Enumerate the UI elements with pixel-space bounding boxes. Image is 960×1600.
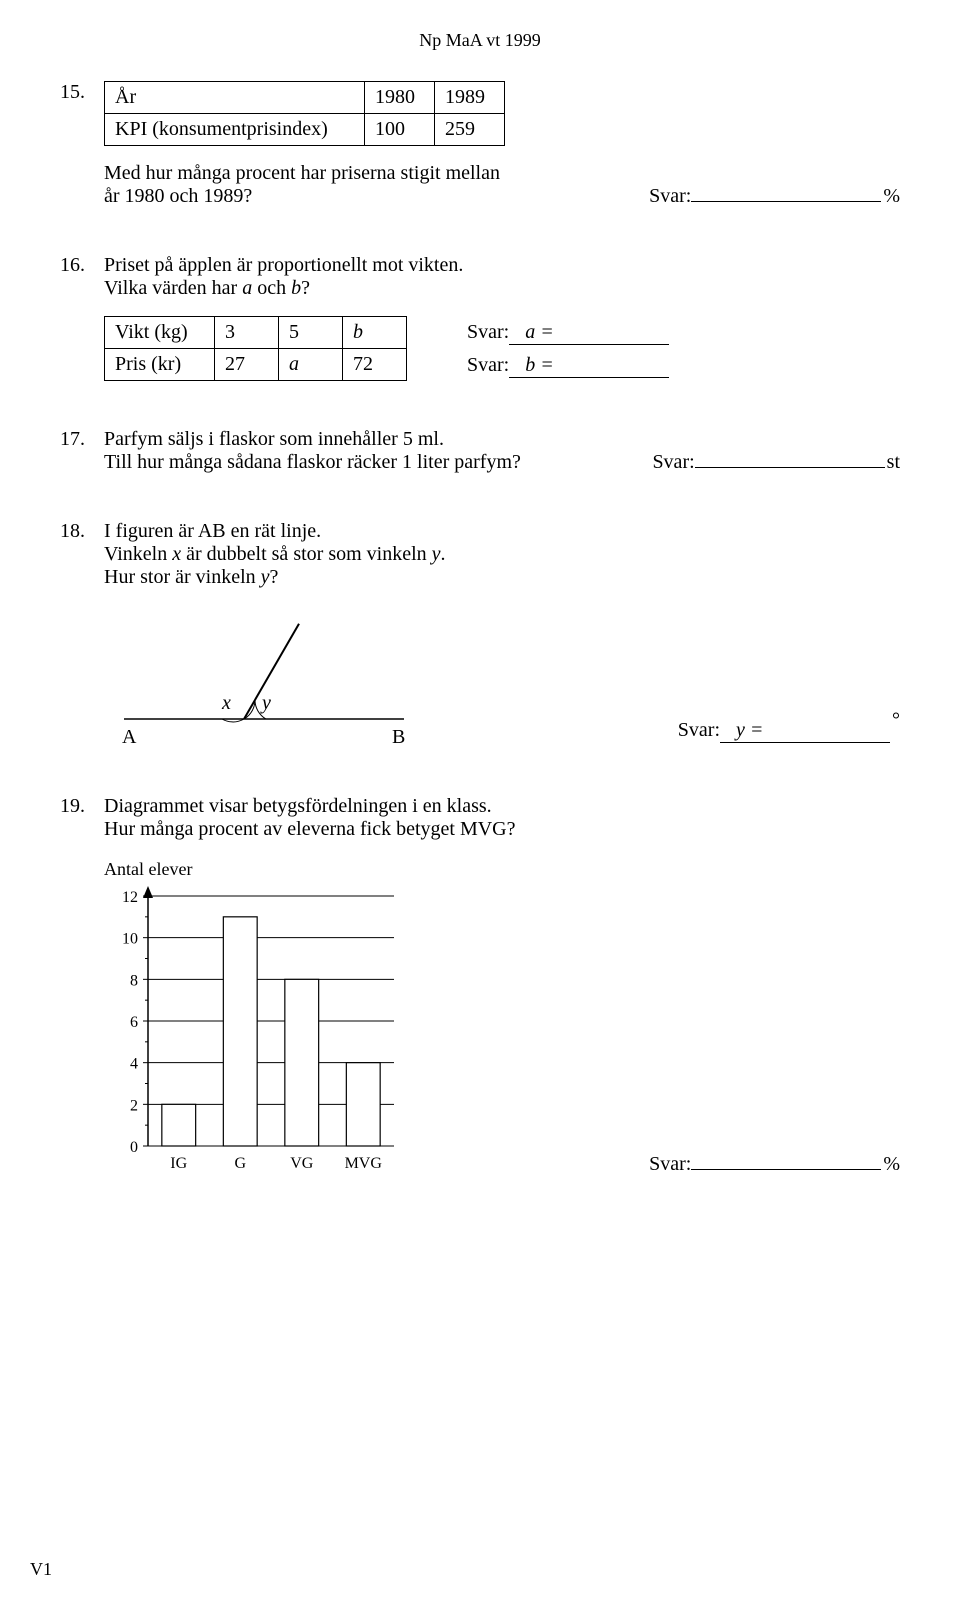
svg-text:B: B [392, 726, 405, 748]
table-cell: 3 [215, 317, 279, 349]
q16-table: Vikt (kg)35b Pris (kr)27a72 [104, 316, 407, 381]
q16-answer-a: Svar:a = [467, 316, 669, 349]
answer-unit: % [883, 1153, 900, 1176]
table-cell: Vikt (kg) [105, 317, 215, 349]
svg-text:2: 2 [130, 1097, 138, 1114]
q17-text-2: Till hur många sådana flaskor räcker 1 l… [104, 451, 521, 474]
svg-text:6: 6 [130, 1014, 138, 1031]
bar [223, 917, 257, 1146]
q18-text-1: I figuren är AB en rät linje. [104, 520, 900, 543]
svg-text:12: 12 [122, 889, 138, 906]
question-number: 17. [60, 428, 104, 451]
table-cell: 100 [365, 114, 435, 146]
svg-text:0: 0 [130, 1139, 138, 1156]
svg-text:8: 8 [130, 972, 138, 989]
bar [285, 979, 319, 1146]
question-number: 19. [60, 795, 104, 818]
question-16: 16. Priset på äpplen är proportionellt m… [60, 254, 900, 382]
table-cell: 1989 [435, 82, 505, 114]
q15-text-2: år 1980 och 1989? [104, 185, 252, 208]
table-cell: 259 [435, 114, 505, 146]
svg-text:A: A [122, 726, 137, 748]
q15-answer: Svar:% [649, 185, 900, 208]
page-header: Np MaA vt 1999 [60, 30, 900, 51]
svg-text:MVG: MVG [345, 1155, 383, 1172]
question-17: 17. Parfym säljs i flaskor som innehålle… [60, 428, 900, 474]
svg-text:VG: VG [290, 1155, 314, 1172]
grade-bar-chart: 0 2 4 6 8 10 12 IG G VG MVG [104, 886, 404, 1176]
question-19: 19. Diagrammet visar betygsfördelningen … [60, 795, 900, 1182]
svg-text:y: y [260, 692, 271, 714]
table-cell: 1980 [365, 82, 435, 114]
q16-text-1: Priset på äpplen är proportionellt mot v… [104, 254, 900, 277]
answer-label: Svar: [649, 185, 691, 207]
q15-table: År19801989 KPI (konsumentprisindex)100259 [104, 81, 505, 146]
q18-text-2: Vinkeln x är dubbelt så stor som vinkeln… [104, 543, 900, 566]
svg-text:10: 10 [122, 931, 138, 948]
answer-label: Svar: [467, 321, 509, 344]
question-number: 18. [60, 520, 104, 543]
table-cell: 27 [215, 349, 279, 381]
q17-text-1: Parfym säljs i flaskor som innehåller 5 … [104, 428, 900, 451]
table-cell: Pris (kr) [105, 349, 215, 381]
bar [162, 1104, 196, 1146]
q17-answer: Svar: st [652, 451, 900, 474]
q19-text-2: Hur många procent av eleverna fick betyg… [104, 818, 900, 841]
q18-text-3: Hur stor är vinkeln y? [104, 566, 900, 589]
question-18: 18. I figuren är AB en rät linje. Vinkel… [60, 520, 900, 749]
q16-text-2: Vilka värden har a och b? [104, 277, 900, 300]
table-cell: 5 [279, 317, 343, 349]
answer-label: Svar: [678, 719, 720, 741]
table-cell: b [343, 317, 407, 349]
answer-label: Svar: [649, 1153, 691, 1175]
svg-text:x: x [221, 692, 231, 714]
svg-text:IG: IG [170, 1155, 187, 1172]
question-number: 16. [60, 254, 104, 277]
page-footer: V1 [30, 1559, 52, 1580]
q16-answer-b: Svar:b = [467, 349, 669, 382]
q15-text-1: Med hur många procent har priserna stigi… [104, 162, 900, 185]
q19-answer: Svar:% [649, 1153, 900, 1176]
angle-figure: A Bx y [104, 609, 424, 749]
table-cell: 72 [343, 349, 407, 381]
table-cell: KPI (konsumentprisindex) [105, 114, 365, 146]
chart-ylabel: Antal elever [104, 859, 404, 880]
q18-answer: Svar:y =° [678, 719, 900, 743]
answer-unit: % [883, 185, 900, 208]
svg-text:G: G [234, 1155, 246, 1172]
answer-unit: ° [892, 709, 900, 732]
answer-unit: st [887, 451, 900, 474]
question-15: 15. År19801989 KPI (konsumentprisindex)10… [60, 81, 900, 208]
svg-text:4: 4 [130, 1056, 138, 1073]
answer-label: Svar: [467, 354, 509, 377]
q19-text-1: Diagrammet visar betygsfördelningen i en… [104, 795, 900, 818]
question-number: 15. [60, 81, 104, 104]
bar [346, 1063, 380, 1146]
table-cell: År [105, 82, 365, 114]
table-cell: a [279, 349, 343, 381]
answer-label: Svar: [652, 451, 694, 473]
